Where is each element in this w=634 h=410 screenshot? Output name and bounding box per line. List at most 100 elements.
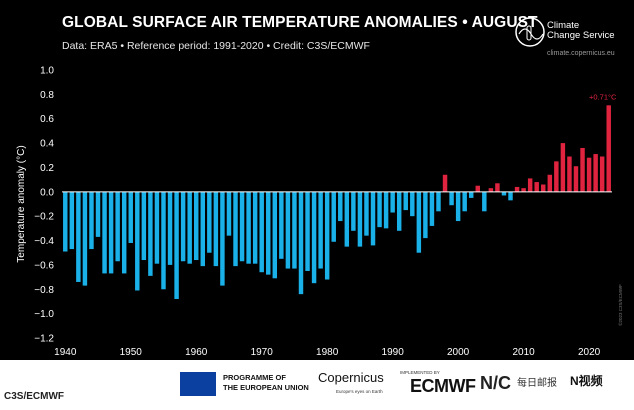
bar [121,191,127,274]
bar [128,191,133,243]
y-tick-label: −0.8 [34,285,54,296]
bar [351,191,356,231]
bar [115,191,120,262]
bar [285,191,291,269]
y-tick-label: −0.2 [34,212,54,223]
bar [455,191,461,222]
x-tick-label: 1970 [251,347,274,358]
copernicus-mark: C [318,370,328,385]
bar [606,105,611,192]
bar [279,191,284,259]
bar [567,156,572,192]
x-tick-label: 2010 [512,347,535,358]
logo-line1: Climate [547,20,580,31]
max-value-annotation: +0.71°C [589,92,617,101]
bar [364,191,369,236]
bar [194,191,199,261]
x-tick-label: 2020 [578,347,601,358]
bar [488,188,494,192]
bar [63,191,68,252]
bar [370,191,376,246]
bar [390,191,395,213]
bar [200,191,205,267]
copyright-note: ©2023 C3S/ECMWF [617,284,623,326]
programme-line2: THE EUROPEAN UNION [223,383,309,392]
bar [410,191,415,217]
copernicus-tagline: Europe's eyes on Earth [336,389,383,394]
bars [63,105,611,300]
bar [514,186,520,192]
bar [344,191,350,247]
bar [102,191,107,274]
bar [213,191,219,267]
y-tick-label: −0.4 [34,236,54,247]
implemented-by-label: IMPLEMENTED BY [400,370,440,375]
bar [141,191,147,261]
bar [89,191,94,250]
bar [305,191,310,271]
y-tick-label: −1.2 [34,334,54,345]
bar [220,191,225,286]
bar [135,191,140,291]
y-tick-label: 1.0 [40,66,54,77]
bar [396,191,402,231]
copernicus-logo: Copernicus [318,370,384,385]
image-credit: C3S/ECMWF [4,391,64,402]
x-tick-label: 1980 [316,347,339,358]
bar [207,191,212,253]
bar [377,191,382,228]
extra-logo: N/C [480,373,511,393]
y-tick-label: −0.6 [34,260,54,271]
y-tick-label: −1.0 [34,309,54,320]
bar [180,191,186,262]
y-tick-label: 0.4 [40,139,54,150]
bar [76,191,81,282]
bar [403,191,408,211]
bar [573,166,579,192]
bar [167,191,173,265]
bar [554,161,559,192]
x-tick-label: 1990 [382,347,405,358]
bar [436,191,441,212]
bar [521,188,526,192]
x-tick-label: 1960 [185,347,208,358]
bar [560,143,566,192]
bar [547,174,553,192]
x-axis-ticks: 1940 1950 1960 1970 1980 1990 2000 2010 2020 [54,347,600,358]
bar [449,191,454,206]
bar [272,191,278,279]
bar [246,191,251,264]
footer [0,360,634,410]
bar [226,191,232,236]
bar [338,191,343,222]
bar [311,191,317,284]
bar [469,191,474,198]
logo-text: Climate Change Service [547,21,615,41]
daily-mail-text: 每日邮报 [517,378,557,389]
logo-line2: Change Service [547,30,615,41]
bar [331,191,336,242]
y-tick-label: 0.6 [40,114,54,125]
bar [266,191,271,275]
climate-change-service-logo [515,17,545,47]
bar [383,191,389,229]
bar [508,191,513,201]
x-tick-label: 1940 [54,347,77,358]
bar [252,191,258,264]
eu-flag-icon [180,372,216,396]
bar [462,191,467,212]
bar [318,191,323,269]
chart-subtitle: Data: ERA5 • Reference period: 1991-2020… [62,40,370,52]
bar [95,191,101,237]
bar [475,185,480,192]
y-axis-ticks: 1.0 0.8 0.6 0.4 0.2 0.0 −0.2 −0.4 −0.6 −0.8 −1.0 −1… [34,66,54,345]
bar [187,191,192,264]
programme-line1: PROGRAMME OF [223,373,286,382]
bar [599,156,605,192]
logo-url: climate.copernicus.eu [547,50,615,57]
y-tick-label: 0.2 [40,163,54,174]
x-tick-label: 2000 [447,347,470,358]
bar [69,191,75,250]
bar [580,147,585,192]
chart-title: GLOBAL SURFACE AIR TEMPERATURE ANOMALIES… [62,14,538,31]
